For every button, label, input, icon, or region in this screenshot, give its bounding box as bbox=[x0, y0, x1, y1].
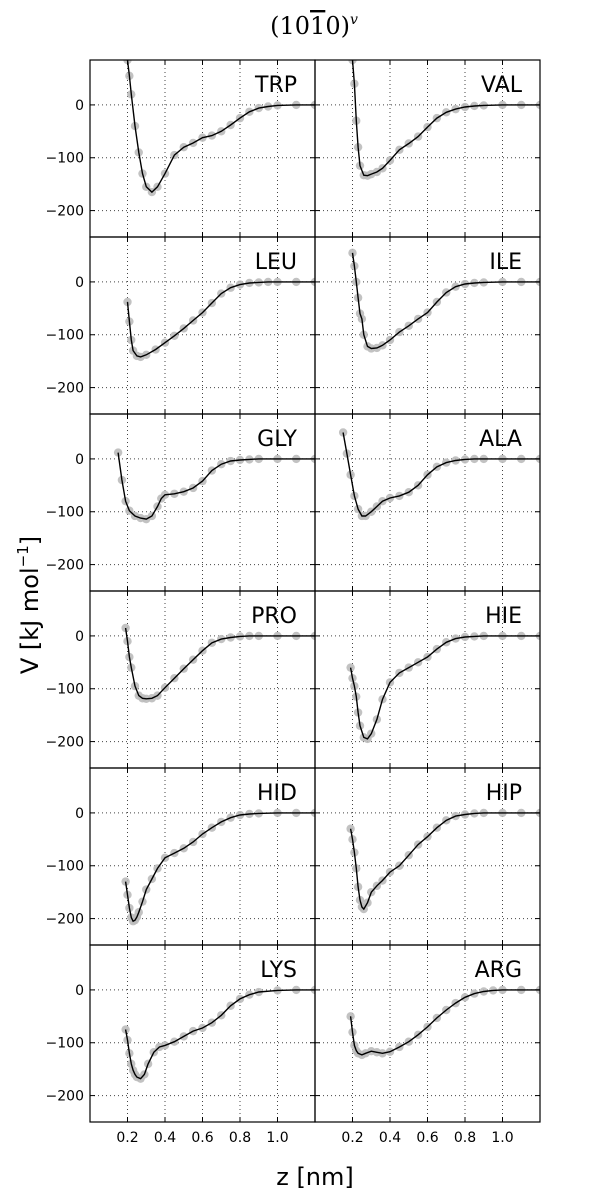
title-base: (10 bbox=[270, 12, 310, 40]
y-tick-label: 0 bbox=[75, 275, 84, 291]
data-point bbox=[123, 297, 132, 307]
data-point bbox=[113, 448, 123, 457]
panel-gly: 0 −100 −200 GLY bbox=[46, 413, 316, 592]
data-point bbox=[121, 623, 130, 633]
panel-label: LYS bbox=[260, 958, 297, 983]
panels-group: 0 −100 −200 TRP VAL 0 −100 −200 LEU ILE 0 −100 −200 G… bbox=[46, 59, 541, 1146]
fit-line bbox=[349, 812, 540, 911]
panel-label: ARG bbox=[475, 958, 522, 983]
ylabel-sup: −1 bbox=[14, 545, 32, 567]
title-superscript: v bbox=[350, 12, 358, 28]
panel-hie: HIE bbox=[314, 590, 541, 769]
x-tick-label: 0.2 bbox=[341, 1130, 363, 1146]
y-tick-label: 0 bbox=[75, 806, 84, 822]
y-tick-label: −200 bbox=[46, 381, 84, 397]
y-tick-label: −100 bbox=[46, 151, 84, 167]
x-tick-label: 1.0 bbox=[266, 1130, 288, 1146]
x-tick-label: 0.4 bbox=[379, 1130, 401, 1146]
data-points bbox=[346, 985, 540, 1060]
ylabel-main: V [kJ mol bbox=[16, 567, 44, 674]
x-tick-label: 0.8 bbox=[454, 1130, 476, 1146]
y-tick-label: −100 bbox=[46, 859, 84, 875]
y-tick-label: −200 bbox=[46, 204, 84, 220]
panel-hip: HIP bbox=[314, 767, 541, 946]
data-points bbox=[346, 808, 540, 914]
panel-label: HIE bbox=[485, 604, 522, 629]
data-points bbox=[346, 631, 540, 744]
panel-arg: 0.2 0.4 0.6 0.8 1.0 ARG bbox=[314, 944, 541, 1146]
y-tick-label: −100 bbox=[46, 682, 84, 698]
panel-label: HID bbox=[257, 781, 297, 806]
y-tick-label: −100 bbox=[46, 505, 84, 521]
panel-label: LEU bbox=[255, 250, 297, 275]
fit-line bbox=[126, 60, 315, 194]
fit-line bbox=[342, 432, 540, 517]
data-points bbox=[338, 428, 540, 521]
y-tick-label: −100 bbox=[46, 1036, 84, 1052]
y-tick-label: 0 bbox=[75, 629, 84, 645]
x-tick-label: 0.4 bbox=[154, 1130, 176, 1146]
panel-ala: ALA bbox=[314, 413, 541, 592]
panel-label: TRP bbox=[254, 73, 297, 98]
data-points bbox=[121, 808, 315, 926]
title-bar-digit: 1 bbox=[310, 12, 325, 40]
y-tick-label: −200 bbox=[46, 558, 84, 574]
figure-title: (1010)v bbox=[270, 12, 358, 40]
panel-leu: 0 −100 −200 LEU bbox=[46, 236, 316, 415]
data-points bbox=[121, 985, 315, 1083]
panel-trp: 0 −100 −200 TRP bbox=[46, 59, 316, 238]
data-points bbox=[113, 448, 315, 524]
fit-line bbox=[124, 989, 315, 1080]
y-tick-label: −100 bbox=[46, 328, 84, 344]
x-tick-label: 0.6 bbox=[191, 1130, 213, 1146]
panel-label: PRO bbox=[251, 604, 297, 629]
x-tick-label: 0.8 bbox=[229, 1130, 251, 1146]
fit-line bbox=[126, 281, 315, 358]
y-tick-label: −200 bbox=[46, 1089, 84, 1105]
fit-line bbox=[124, 627, 315, 700]
x-tick-label: 0.2 bbox=[116, 1130, 138, 1146]
panel-label: VAL bbox=[481, 73, 523, 98]
x-tick-label: 1.0 bbox=[491, 1130, 513, 1146]
y-axis-title: V [kJ mol−1] bbox=[14, 536, 44, 674]
data-point bbox=[346, 824, 355, 833]
y-tick-label: −200 bbox=[46, 735, 84, 751]
y-tick-label: 0 bbox=[75, 983, 84, 999]
fit-line bbox=[351, 60, 540, 177]
y-tick-label: 0 bbox=[75, 98, 84, 114]
title-tail: 0) bbox=[325, 12, 350, 40]
fit-line bbox=[349, 989, 540, 1056]
data-points bbox=[348, 60, 540, 180]
panel-lys: 0 −100 −200 0.2 0.4 0.6 0.8 1.0 LYS bbox=[46, 944, 316, 1146]
panel-pro: 0 −100 −200 PRO bbox=[46, 590, 316, 769]
panel-label: ALA bbox=[479, 427, 522, 452]
panel-label: ILE bbox=[489, 250, 522, 275]
ylabel-close: ] bbox=[16, 536, 44, 545]
fit-line bbox=[124, 812, 315, 923]
panel-label: HIP bbox=[486, 781, 522, 806]
panel-label: GLY bbox=[257, 427, 297, 452]
y-tick-label: −200 bbox=[46, 912, 84, 928]
fit-line bbox=[349, 635, 540, 740]
panel-hid: 0 −100 −200 HID bbox=[46, 767, 316, 946]
y-tick-label: 0 bbox=[75, 452, 84, 468]
x-tick-label: 0.6 bbox=[416, 1130, 438, 1146]
panel-val: VAL bbox=[314, 59, 541, 238]
fit-line bbox=[351, 252, 540, 350]
data-point bbox=[348, 248, 357, 258]
data-point bbox=[338, 428, 348, 437]
panel-ile: ILE bbox=[314, 236, 541, 415]
data-points bbox=[123, 277, 315, 362]
fit-line bbox=[117, 452, 315, 520]
x-axis-title: z [nm] bbox=[276, 1163, 354, 1191]
